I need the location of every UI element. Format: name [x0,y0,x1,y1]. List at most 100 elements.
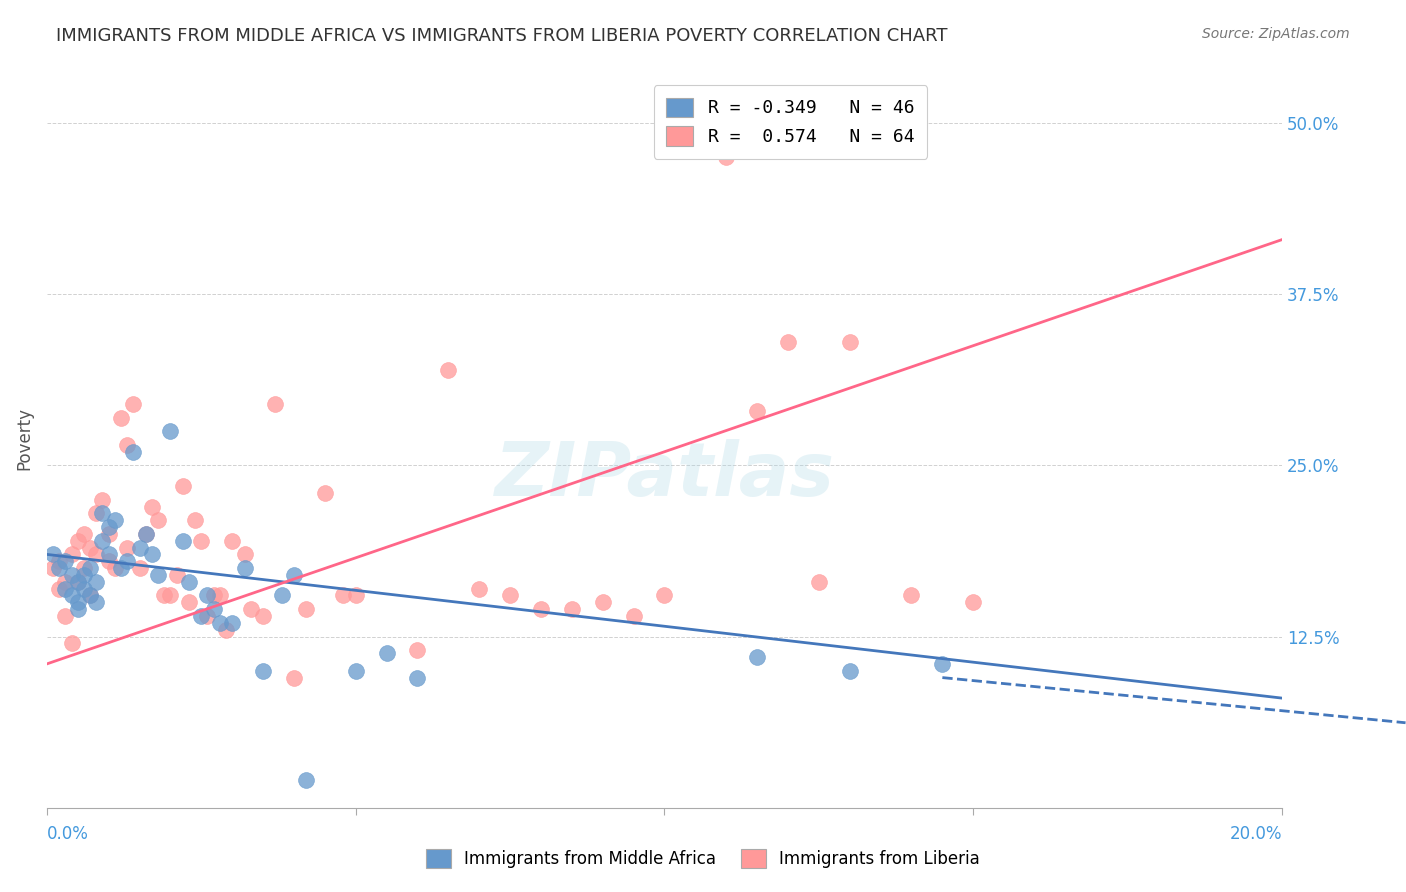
Point [295,773,318,788]
Point [283,568,305,582]
Text: IMMIGRANTS FROM MIDDLE AFRICA VS IMMIGRANTS FROM LIBERIA POVERTY CORRELATION CHA: IMMIGRANTS FROM MIDDLE AFRICA VS IMMIGRA… [56,27,948,45]
Point [716,151,738,165]
Legend: Immigrants from Middle Africa, Immigrants from Liberia: Immigrants from Middle Africa, Immigrant… [419,843,987,875]
Point [97,548,120,562]
Point [172,479,194,493]
Point [745,650,768,665]
Point [48,554,70,568]
Legend: R = -0.349   N = 46, R =  0.574   N = 64: R = -0.349 N = 46, R = 0.574 N = 64 [654,85,927,159]
Point [55,554,77,568]
Point [97,520,120,534]
Y-axis label: Poverty: Poverty [15,407,32,469]
Point [135,527,157,541]
Point [208,615,231,630]
Point [197,589,219,603]
Point [141,548,163,562]
Point [406,671,429,685]
Point [73,561,96,575]
Point [79,589,101,603]
Point [270,589,292,603]
Point [468,582,491,596]
Point [66,533,89,548]
Point [79,589,101,603]
Point [66,574,89,589]
Point [55,582,77,596]
Point [91,533,114,548]
Point [115,541,138,555]
Point [202,602,225,616]
Point [239,602,262,616]
Point [561,602,583,616]
Point [437,362,460,376]
Point [73,582,96,596]
Point [135,527,157,541]
Point [807,574,830,589]
Point [197,609,219,624]
Point [264,397,287,411]
Point [73,568,96,582]
Point [153,589,176,603]
Point [654,589,676,603]
Point [104,513,127,527]
Point [48,561,70,575]
Point [66,574,89,589]
Point [48,582,70,596]
Point [177,595,200,609]
Point [60,636,83,650]
Point [42,548,65,562]
Point [122,444,145,458]
Point [146,513,169,527]
Point [314,485,336,500]
Point [55,574,77,589]
Point [177,574,200,589]
Point [60,568,83,582]
Point [110,561,132,575]
Point [79,541,101,555]
Point [128,541,150,555]
Point [66,595,89,609]
Point [221,615,243,630]
Point [900,589,922,603]
Point [128,561,150,575]
Point [110,410,132,425]
Text: 0.0%: 0.0% [46,825,89,843]
Point [73,527,96,541]
Text: 20.0%: 20.0% [1229,825,1282,843]
Point [166,568,188,582]
Point [190,609,212,624]
Point [283,671,305,685]
Point [295,602,318,616]
Point [97,527,120,541]
Point [931,657,953,671]
Point [60,589,83,603]
Point [344,664,367,678]
Point [252,609,274,624]
Point [84,595,107,609]
Point [122,397,145,411]
Point [84,574,107,589]
Point [104,561,127,575]
Point [962,595,984,609]
Point [115,554,138,568]
Point [84,548,107,562]
Point [202,589,225,603]
Point [499,589,522,603]
Text: ZIPatlas: ZIPatlas [495,439,835,511]
Point [406,643,429,657]
Point [60,548,83,562]
Point [84,507,107,521]
Point [42,561,65,575]
Point [91,507,114,521]
Point [159,589,181,603]
Point [79,561,101,575]
Point [115,438,138,452]
Point [66,602,89,616]
Point [838,335,860,350]
Point [146,568,169,582]
Point [215,623,238,637]
Point [623,609,645,624]
Point [91,492,114,507]
Point [172,533,194,548]
Point [233,561,256,575]
Point [190,533,212,548]
